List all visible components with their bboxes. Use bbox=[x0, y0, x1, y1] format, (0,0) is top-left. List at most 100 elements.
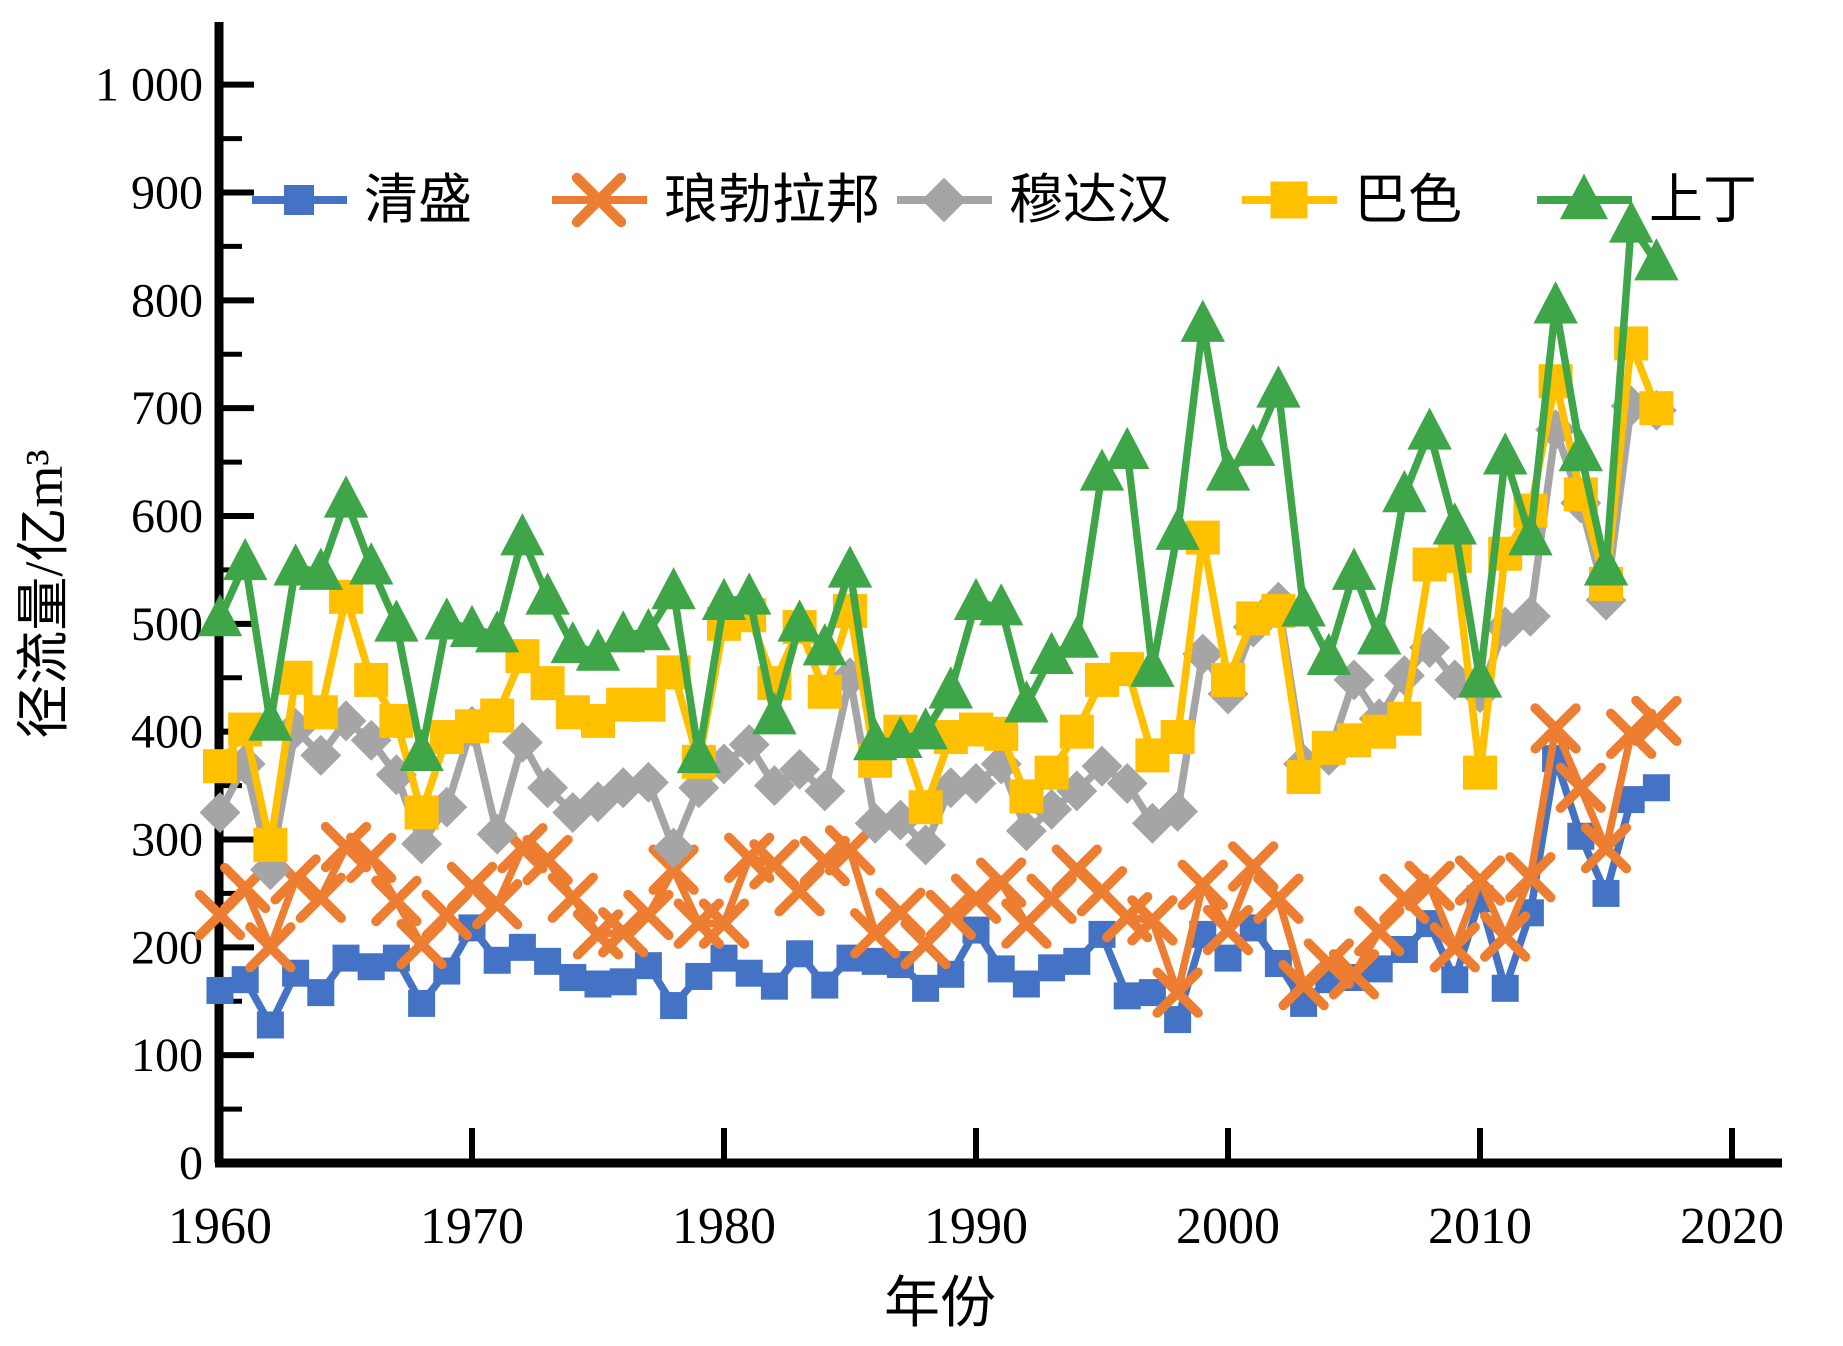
data-point-清盛 bbox=[307, 979, 335, 1007]
data-point-琅勃拉邦 bbox=[1152, 967, 1203, 1018]
data-point-上丁 bbox=[802, 623, 847, 666]
data-point-穆达汉 bbox=[1005, 810, 1047, 852]
series-琅勃拉邦 bbox=[194, 695, 1682, 1018]
data-point-清盛 bbox=[609, 968, 637, 996]
data-point-琅勃拉邦 bbox=[1606, 708, 1657, 759]
x-tick-label: 1990 bbox=[924, 1198, 1028, 1255]
data-point-上丁 bbox=[1205, 448, 1251, 491]
legend-item-清盛: 清盛 bbox=[252, 170, 472, 230]
data-point-巴色 bbox=[379, 703, 414, 738]
data-point-上丁 bbox=[1533, 281, 1578, 324]
data-point-清盛 bbox=[1038, 954, 1066, 982]
series-上丁 bbox=[197, 200, 1679, 774]
data-point-上丁 bbox=[903, 707, 948, 750]
data-point-清盛 bbox=[660, 992, 688, 1020]
data-point-上丁 bbox=[752, 692, 797, 735]
data-point-琅勃拉邦 bbox=[1354, 905, 1405, 957]
data-point-上丁 bbox=[1331, 547, 1377, 590]
data-point-穆达汉 bbox=[300, 734, 342, 776]
data-point-琅勃拉邦 bbox=[1530, 703, 1581, 754]
data-point-穆达汉 bbox=[728, 724, 770, 766]
data-point-穆达汉 bbox=[1081, 745, 1123, 787]
data-point-清盛 bbox=[987, 955, 1015, 983]
legend-label: 上丁 bbox=[1649, 170, 1757, 230]
legend-item-上丁: 上丁 bbox=[1537, 170, 1757, 230]
data-point-穆达汉 bbox=[627, 761, 669, 803]
data-point-清盛 bbox=[1012, 970, 1040, 998]
data-point-巴色 bbox=[807, 674, 842, 709]
data-point-上丁 bbox=[1609, 200, 1654, 243]
data-point-清盛 bbox=[710, 944, 738, 972]
data-point-琅勃拉邦 bbox=[1454, 855, 1506, 906]
data-point-穆达汉 bbox=[955, 762, 997, 804]
data-point-琅勃拉邦 bbox=[446, 861, 498, 913]
data-point-穆达汉 bbox=[1383, 655, 1425, 697]
data-point-清盛 bbox=[534, 947, 562, 975]
data-point-清盛 bbox=[1214, 944, 1242, 972]
legend-item-穆达汉: 穆达汉 bbox=[897, 170, 1171, 230]
data-point-上丁 bbox=[323, 475, 369, 518]
data-point-琅勃拉邦 bbox=[245, 922, 296, 973]
data-point-穆达汉 bbox=[1106, 762, 1148, 804]
data-point-巴色 bbox=[303, 695, 338, 730]
data-point-上丁 bbox=[575, 628, 621, 671]
y-tick-label: 1 000 bbox=[95, 59, 203, 112]
data-point-琅勃拉邦 bbox=[472, 879, 523, 930]
data-point-巴色 bbox=[1387, 701, 1422, 736]
data-point-上丁 bbox=[953, 577, 999, 621]
data-point-上丁 bbox=[651, 567, 696, 610]
data-point-上丁 bbox=[197, 594, 243, 637]
data-point-上丁 bbox=[1306, 632, 1351, 676]
data-point-琅勃拉邦 bbox=[371, 875, 422, 927]
data-point-清盛 bbox=[1063, 947, 1091, 975]
y-tick-label: 200 bbox=[131, 921, 203, 974]
data-point-清盛 bbox=[811, 971, 839, 999]
legend-marker-square bbox=[1270, 181, 1308, 219]
legend-label: 巴色 bbox=[1354, 170, 1462, 230]
data-point-穆达汉 bbox=[401, 823, 443, 865]
data-point-巴色 bbox=[530, 666, 565, 701]
data-point-清盛 bbox=[231, 966, 259, 994]
data-point-上丁 bbox=[777, 599, 822, 642]
data-point-清盛 bbox=[357, 953, 385, 981]
data-point-上丁 bbox=[1130, 644, 1175, 687]
data-point-琅勃拉邦 bbox=[320, 821, 372, 873]
legend-marker-diamond bbox=[921, 177, 967, 223]
data-point-清盛 bbox=[1138, 979, 1166, 1007]
y-tick-label: 600 bbox=[131, 490, 203, 543]
data-point-琅勃拉邦 bbox=[295, 872, 346, 923]
data-point-上丁 bbox=[1256, 365, 1301, 408]
data-point-穆达汉 bbox=[779, 748, 821, 790]
data-point-上丁 bbox=[626, 608, 671, 651]
data-point-琅勃拉邦 bbox=[1580, 822, 1632, 874]
data-point-穆达汉 bbox=[753, 765, 795, 807]
data-point-清盛 bbox=[760, 972, 788, 1000]
data-point-上丁 bbox=[1457, 655, 1503, 698]
data-point-上丁 bbox=[1558, 429, 1603, 472]
data-point-上丁 bbox=[1231, 423, 1276, 466]
data-point-琅勃拉邦 bbox=[976, 857, 1027, 908]
data-point-琅勃拉邦 bbox=[1379, 873, 1430, 924]
data-point-上丁 bbox=[1029, 631, 1074, 674]
data-point-上丁 bbox=[727, 572, 772, 615]
data-point-琅勃拉邦 bbox=[799, 835, 850, 887]
x-tick-label: 2010 bbox=[1428, 1198, 1532, 1255]
data-point-穆达汉 bbox=[249, 849, 291, 891]
data-point-上丁 bbox=[1634, 238, 1679, 281]
data-point-琅勃拉邦 bbox=[1505, 852, 1556, 903]
data-point-上丁 bbox=[928, 666, 973, 709]
legend-marker-square bbox=[284, 185, 314, 215]
data-point-巴色 bbox=[203, 749, 237, 784]
data-point-穆达汉 bbox=[275, 707, 317, 749]
data-point-巴色 bbox=[631, 687, 666, 722]
data-point-上丁 bbox=[248, 698, 293, 741]
data-point-穆达汉 bbox=[1409, 627, 1451, 669]
data-point-上丁 bbox=[827, 545, 873, 588]
data-point-巴色 bbox=[404, 795, 439, 830]
data-point-清盛 bbox=[559, 964, 587, 992]
data-point-上丁 bbox=[475, 610, 520, 653]
data-point-上丁 bbox=[449, 604, 495, 647]
data-point-清盛 bbox=[206, 976, 234, 1004]
x-tick-label: 1980 bbox=[672, 1198, 776, 1255]
data-point-上丁 bbox=[223, 537, 268, 581]
